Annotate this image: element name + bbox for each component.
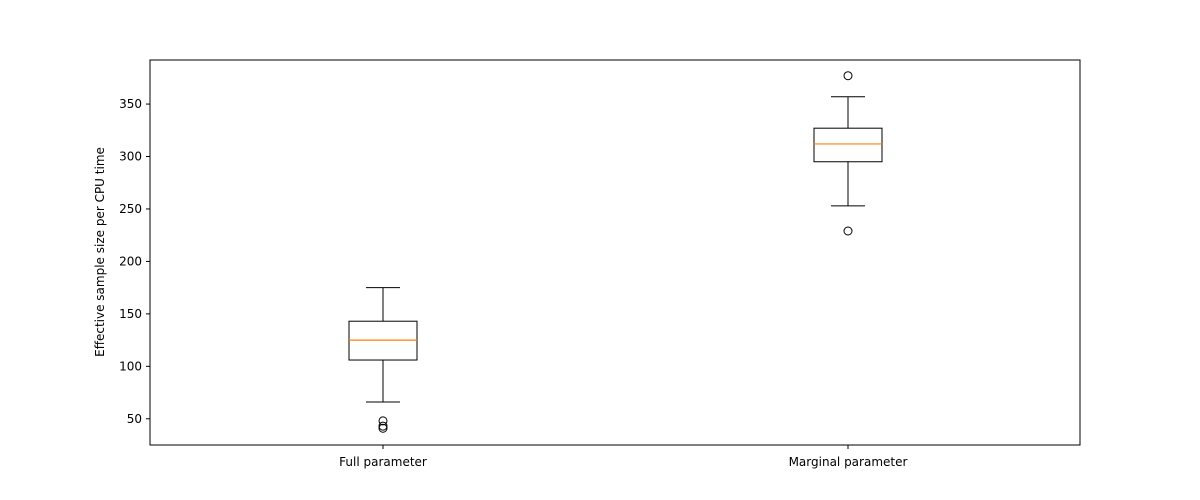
y-tick-label: 100 — [119, 359, 142, 373]
y-tick-label: 250 — [119, 202, 142, 216]
x-tick-label: Marginal parameter — [789, 455, 908, 469]
y-tick-label: 200 — [119, 254, 142, 268]
y-tick-label: 150 — [119, 307, 142, 321]
y-axis-ticks: 50 100 150 200 250 300 350 — [119, 97, 150, 426]
plot-area — [149, 59, 1081, 446]
y-axis-label: Effective sample size per CPU time — [93, 147, 107, 357]
outlier-point — [843, 71, 853, 81]
outlier-point — [378, 423, 388, 433]
y-tick-label: 300 — [119, 150, 142, 164]
y-tick-label: 50 — [127, 412, 142, 426]
x-axis-ticks: Full parameter Marginal parameter — [339, 445, 907, 469]
box-1 — [348, 287, 418, 433]
y-tick-label: 350 — [119, 97, 142, 111]
x-tick-label: Full parameter — [339, 455, 427, 469]
outlier-point — [378, 421, 388, 431]
outlier-point — [378, 416, 388, 426]
box-2 — [813, 71, 883, 236]
box-series — [348, 71, 883, 433]
outlier-point — [843, 226, 853, 236]
